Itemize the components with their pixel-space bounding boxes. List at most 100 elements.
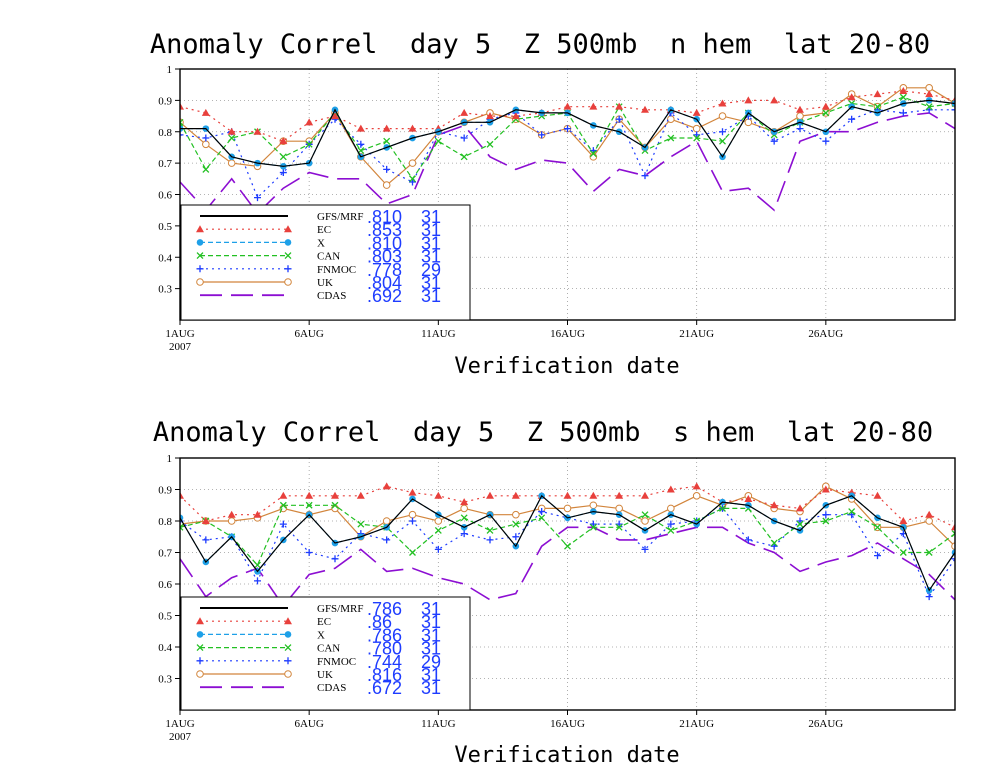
- series-line-gfs-mrf: [180, 494, 955, 592]
- data-point-ec: [692, 108, 701, 116]
- data-point-ec: [873, 491, 882, 499]
- legend-count-gfs-mrf: 31: [421, 599, 441, 619]
- data-point-fnmoc: [770, 137, 778, 145]
- data-point-can: [486, 526, 494, 534]
- legend-marker-fnmoc: [196, 657, 204, 665]
- data-point-can: [848, 508, 856, 516]
- legend-count-cdas: 31: [421, 286, 441, 306]
- data-point-fnmoc: [460, 134, 468, 142]
- legend-count-fnmoc: 29: [421, 652, 441, 672]
- legend-count-can: 31: [421, 639, 441, 659]
- data-point-ec: [331, 491, 339, 499]
- data-point-ec: [408, 124, 417, 132]
- legend-marker-can: [196, 252, 204, 260]
- legend-label-ec: EC: [317, 616, 331, 628]
- data-point-can: [641, 511, 649, 519]
- data-point-can: [589, 150, 597, 158]
- x-tick-label: 21AUG: [679, 718, 714, 730]
- data-point-fnmoc: [538, 131, 546, 139]
- data-point-fnmoc: [279, 169, 287, 177]
- data-point-ec: [718, 99, 727, 107]
- data-point-can: [254, 561, 261, 569]
- data-point-ec: [227, 510, 236, 518]
- y-tick-label: 0.9: [158, 95, 172, 107]
- data-point-ec: [356, 491, 365, 499]
- data-point-fnmoc: [486, 536, 494, 544]
- data-point-uk: [667, 115, 675, 123]
- data-point-uk: [227, 517, 236, 525]
- legend-marker-uk: [284, 670, 292, 678]
- data-point-fnmoc: [279, 520, 287, 528]
- data-point-fnmoc: [951, 555, 955, 563]
- legend-marker-x: [284, 631, 292, 638]
- x-tick-label: 11AUG: [421, 328, 455, 340]
- legend-marker-x: [196, 631, 204, 638]
- y-tick-label: 0.8: [158, 516, 172, 528]
- legend-count-x: 31: [421, 233, 441, 253]
- data-point-fnmoc: [383, 165, 391, 173]
- data-point-can: [460, 153, 468, 161]
- x-tick-sublabel: 2007: [169, 341, 192, 353]
- legend-count-ec: 31: [421, 612, 441, 632]
- chart-panel-s-hem: Anomaly Correl day 5 Z 500mb s hem lat 2…: [153, 417, 956, 768]
- data-point-uk: [692, 124, 701, 133]
- data-point-can: [409, 549, 416, 556]
- data-point-ec: [486, 491, 494, 499]
- data-point-uk: [434, 517, 443, 525]
- legend-marker-ec: [284, 617, 292, 625]
- data-point-ec: [821, 102, 830, 110]
- y-tick-label: 0.7: [158, 158, 172, 170]
- data-point-can: [331, 501, 339, 509]
- legend-score-fnmoc: .744: [367, 652, 402, 672]
- legend-marker-ec: [196, 225, 204, 233]
- data-point-ec: [279, 491, 288, 499]
- data-point-fnmoc: [331, 555, 339, 563]
- data-point-ec: [615, 491, 624, 499]
- data-point-uk: [382, 517, 391, 525]
- legend-count-fnmoc: 29: [421, 260, 441, 280]
- data-point-ec: [589, 102, 598, 110]
- data-point-fnmoc: [719, 128, 726, 136]
- data-point-uk: [641, 517, 649, 525]
- legend-marker-x: [284, 239, 292, 246]
- data-point-ec: [486, 112, 494, 120]
- data-point-ec: [227, 127, 236, 135]
- legend-label-x: X: [317, 629, 325, 641]
- series-line-uk: [180, 87, 955, 186]
- data-point-ec: [821, 485, 830, 493]
- legend-label-cdas: CDAS: [317, 290, 346, 302]
- data-point-uk: [667, 504, 675, 513]
- data-point-ec: [382, 124, 391, 132]
- data-point-can: [925, 103, 933, 111]
- legend-count-ec: 31: [421, 220, 441, 240]
- legend-marker-can: [284, 644, 292, 652]
- data-point-ec: [460, 108, 469, 116]
- data-point-fnmoc: [744, 536, 752, 544]
- legend-count-cdas: 31: [421, 678, 441, 698]
- series-line-cdas: [180, 112, 955, 215]
- data-point-can: [512, 520, 520, 528]
- y-tick-label: 0.7: [158, 548, 172, 560]
- data-point-ec: [873, 90, 882, 98]
- series-line-gfs-mrf: [180, 99, 955, 167]
- data-point-ec: [899, 86, 908, 94]
- data-point-fnmoc: [951, 106, 955, 114]
- data-point-ec: [899, 517, 908, 524]
- chart-panel-n-hem: Anomaly Correl day 5 Z 500mb n hem lat 2…: [150, 29, 956, 379]
- legend-score-can: .803: [367, 247, 402, 267]
- data-point-uk: [744, 118, 753, 127]
- data-point-ec: [563, 491, 572, 499]
- data-point-fnmoc: [822, 511, 830, 519]
- x-tick-sublabel: 2007: [169, 731, 192, 743]
- legend-box: [180, 596, 471, 711]
- legend-label-uk: UK: [317, 669, 333, 681]
- data-point-uk: [460, 504, 468, 513]
- legend-label-gfs-mrf: GFS/MRF: [317, 603, 363, 615]
- data-point-can: [770, 539, 778, 547]
- y-tick-label: 0.9: [158, 485, 172, 497]
- data-point-ec: [279, 137, 288, 145]
- data-point-ec: [180, 491, 184, 499]
- data-point-fnmoc: [357, 140, 365, 148]
- data-point-ec: [925, 510, 934, 518]
- x-tick-label: 6AUG: [294, 718, 323, 730]
